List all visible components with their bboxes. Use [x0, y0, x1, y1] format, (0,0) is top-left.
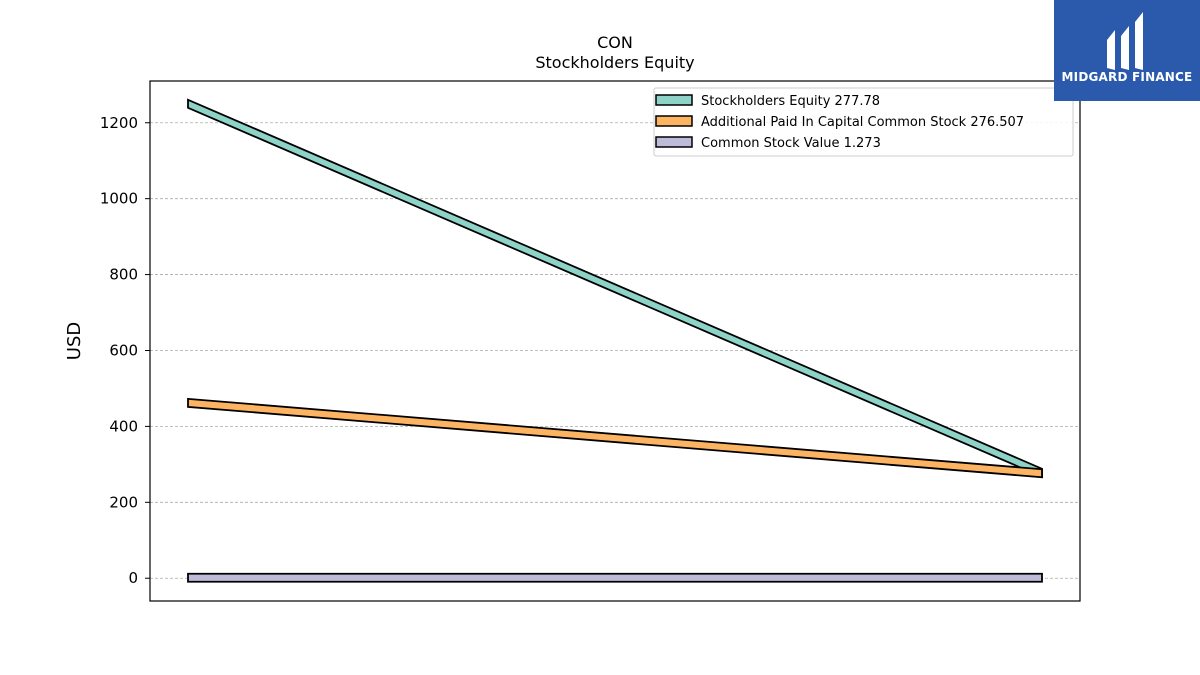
y-tick-label: 800 [109, 266, 138, 284]
series-layer [187, 98, 1043, 583]
legend-swatch [655, 136, 693, 148]
legend-entry-label: Common Stock Value 1.273 [701, 136, 881, 151]
y-axis-label: USD [64, 322, 85, 360]
legend-entry-label: Stockholders Equity 277.78 [701, 94, 880, 109]
chart-title: CON [597, 33, 633, 52]
y-tick-label: 0 [128, 569, 138, 587]
y-tick-label: 1200 [100, 114, 138, 132]
legend-box [653, 87, 1074, 157]
logo-mark-icon [1107, 12, 1143, 70]
plot-area-frame [149, 80, 1081, 602]
y-tick-label: 400 [109, 417, 138, 435]
series-line-2 [187, 397, 1043, 479]
series-line-3 [187, 572, 1043, 583]
grid-layer [150, 122, 1080, 579]
legend-entry-label: Additional Paid In Capital Common Stock … [701, 115, 1024, 130]
y-axis: 0 200 400 600 800 1000 1200 [100, 114, 150, 587]
legend: Stockholders Equity 277.78 Additional Pai… [653, 87, 1074, 157]
y-tick-label: 200 [109, 493, 138, 511]
y-tick-label: 1000 [100, 190, 138, 208]
chart-subtitle: Stockholders Equity [535, 53, 694, 72]
legend-swatch [655, 115, 693, 127]
logo-text: MIDGARD FINANCE [1062, 70, 1193, 84]
y-tick-label: 600 [109, 341, 138, 359]
legend-swatch [655, 94, 693, 106]
midgard-finance-logo: MIDGARD FINANCE [1054, 0, 1200, 101]
